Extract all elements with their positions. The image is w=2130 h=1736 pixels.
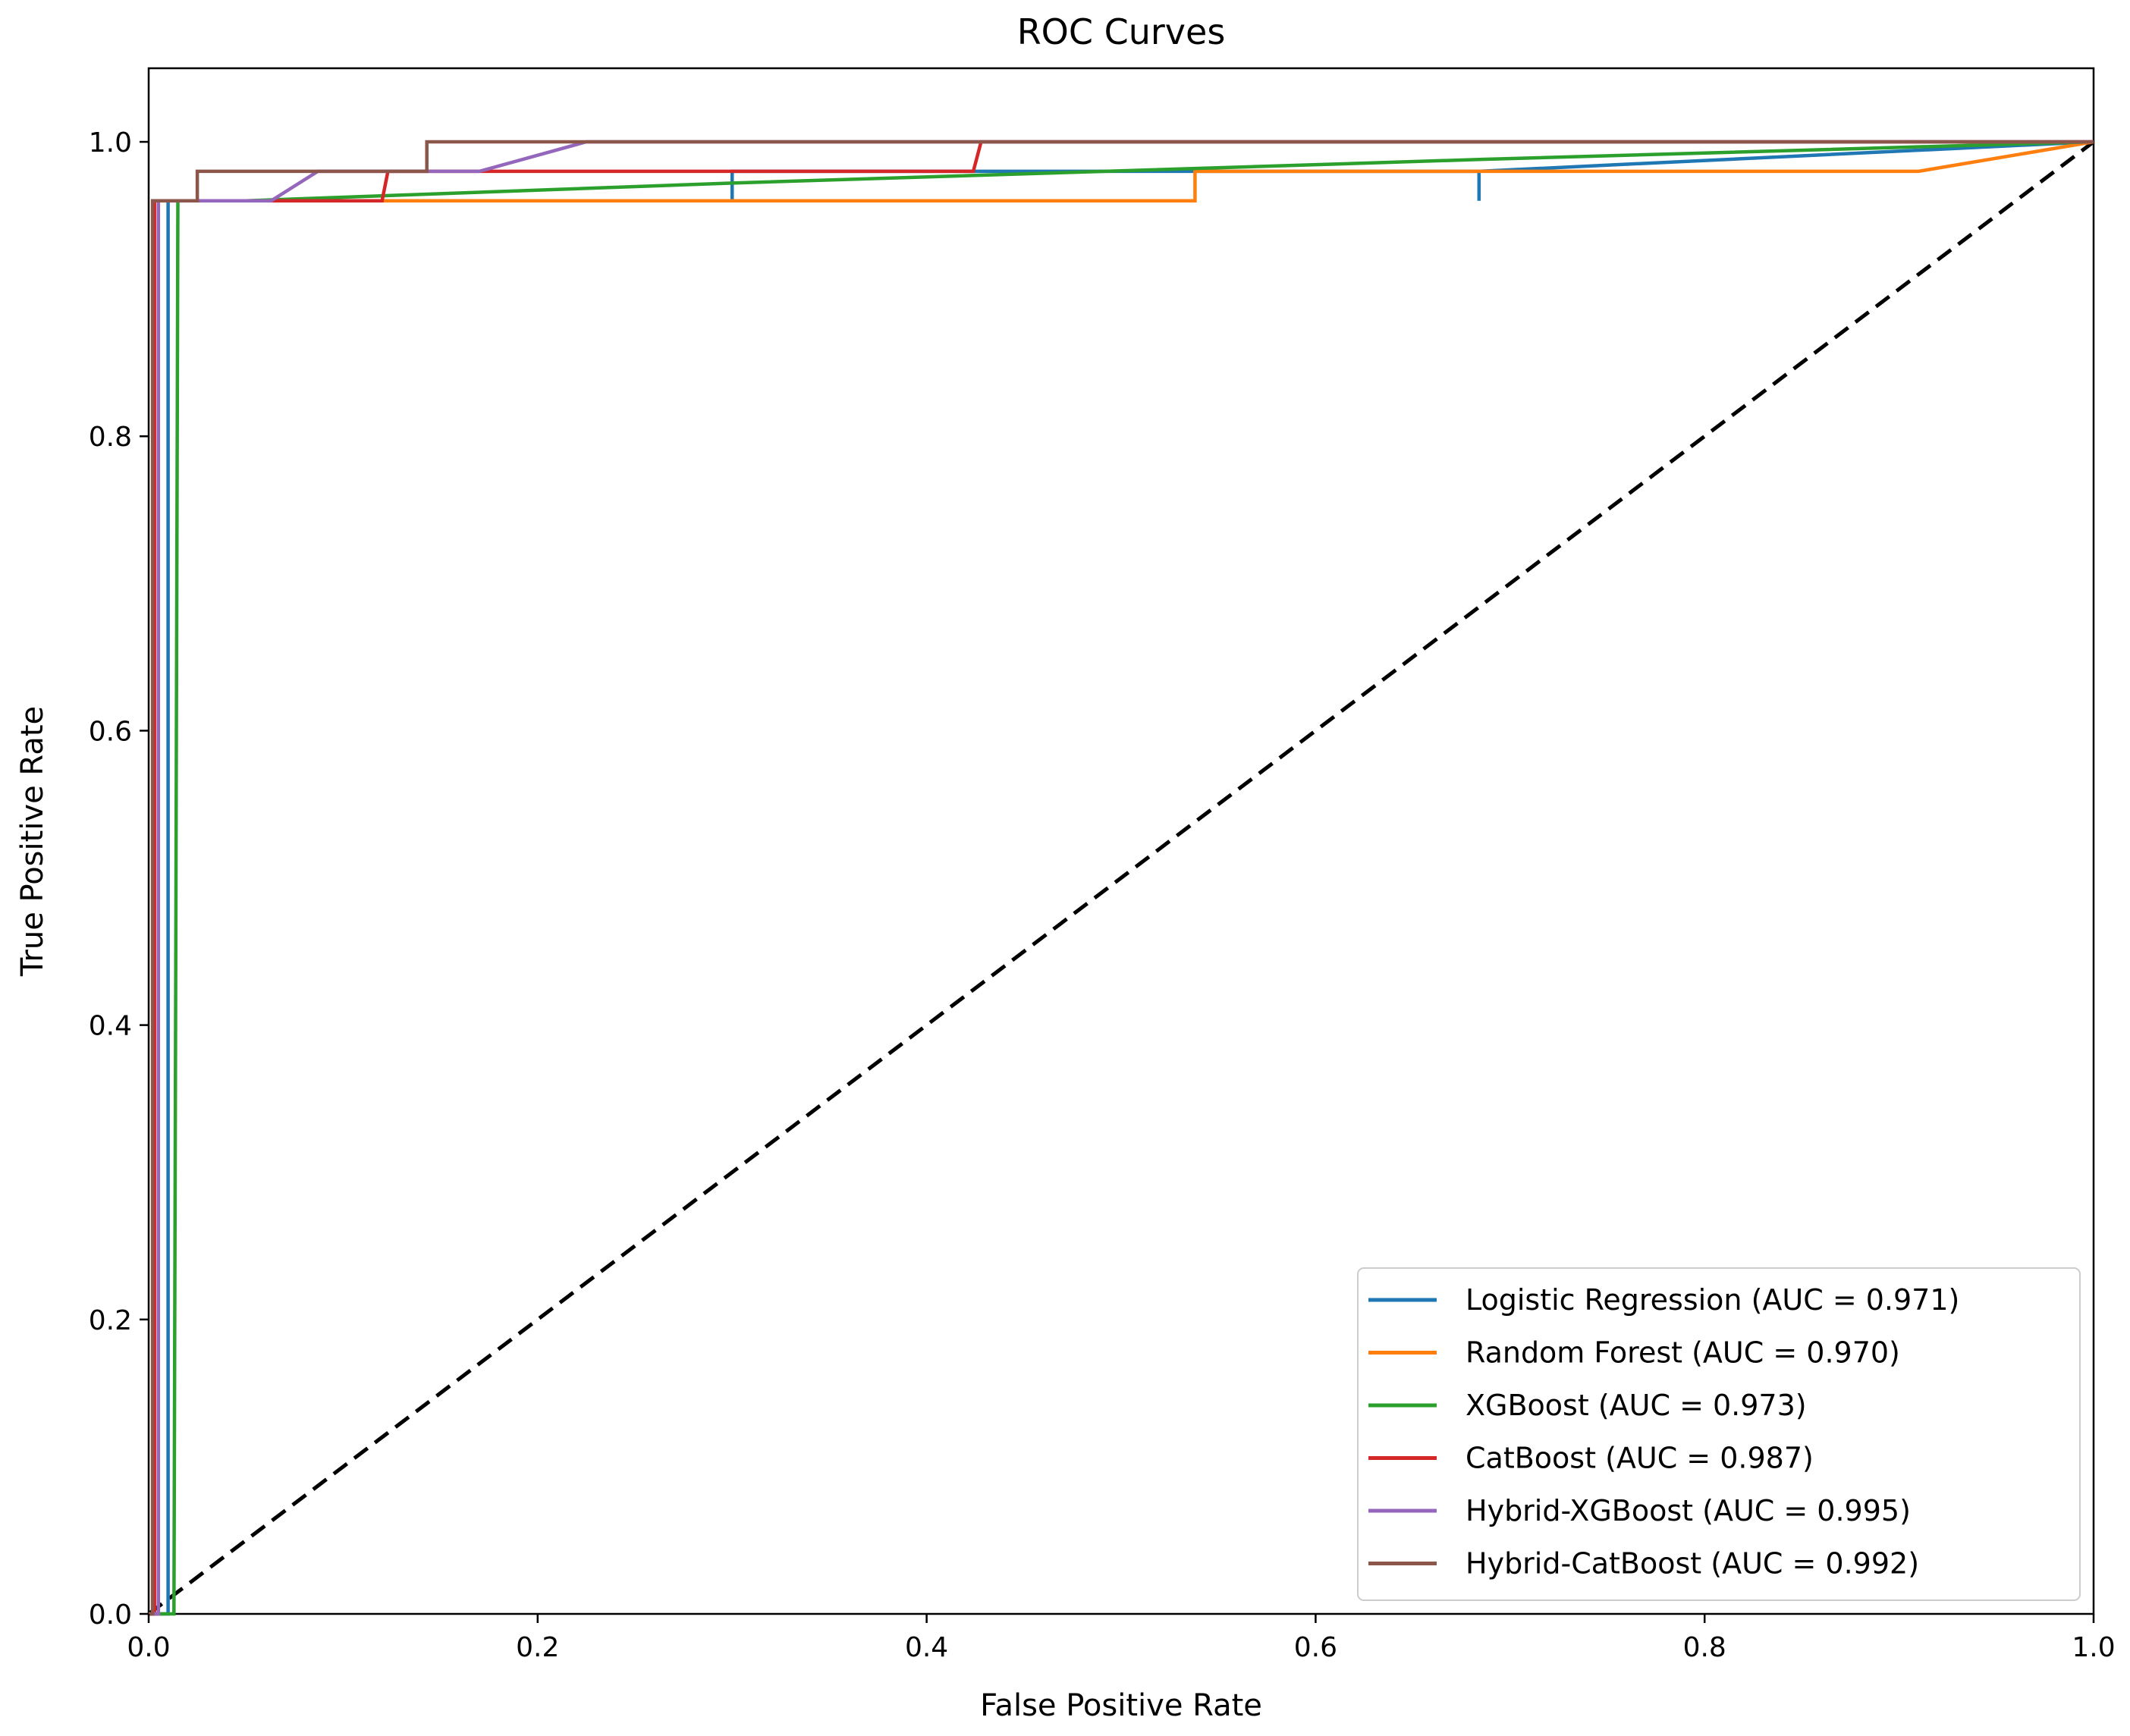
legend-label-4: Hybrid-XGBoost (AUC = 0.995) (1466, 1494, 1911, 1527)
roc-series-line-5 (149, 140, 2094, 1616)
chance-reference-line (147, 140, 2095, 1615)
roc-series-line-4 (149, 140, 2094, 1616)
legend-label-2: XGBoost (AUC = 0.973) (1466, 1389, 1807, 1422)
plot-frame (147, 67, 2095, 1615)
x-axis-ticks: 0.0 0.2 0.4 0.6 0.8 1.0 (127, 1614, 2116, 1663)
reference-line-group (147, 140, 2095, 1615)
y-tick-label: 0.2 (89, 1305, 132, 1336)
y-tick-label: 0.6 (89, 716, 132, 747)
chart-title: ROC Curves (1017, 11, 1226, 52)
roc-series-line-3 (149, 140, 2094, 1616)
x-tick-label: 1.0 (2072, 1632, 2115, 1663)
y-tick-label: 1.0 (89, 127, 132, 159)
legend-label-1: Random Forest (AUC = 0.970) (1466, 1336, 1900, 1370)
x-tick-label: 0.6 (1294, 1632, 1337, 1663)
x-tick-label: 0.8 (1683, 1632, 1726, 1663)
x-tick-label: 0.4 (905, 1632, 948, 1663)
series-group (149, 140, 2094, 1616)
legend-label-3: CatBoost (AUC = 0.987) (1466, 1442, 1814, 1475)
y-tick-label: 0.8 (89, 422, 132, 453)
x-axis-label: False Positive Rate (980, 1688, 1262, 1723)
y-axis-ticks: 0.0 0.2 0.4 0.6 0.8 1.0 (89, 127, 149, 1631)
legend-label-5: Hybrid-CatBoost (AUC = 0.992) (1466, 1547, 1919, 1581)
x-tick-label: 0.0 (127, 1632, 170, 1663)
legend: Logistic Regression (AUC = 0.971) Random … (1357, 1267, 2081, 1601)
x-tick-label: 0.2 (516, 1632, 559, 1663)
legend-box (1357, 1267, 2081, 1601)
legend-label-0: Logistic Regression (AUC = 0.971) (1466, 1283, 1959, 1317)
plot-area (147, 67, 2095, 1616)
y-tick-label: 0.0 (89, 1599, 132, 1631)
y-tick-label: 0.4 (89, 1011, 132, 1042)
y-axis-label: True Positive Rate (15, 706, 50, 977)
